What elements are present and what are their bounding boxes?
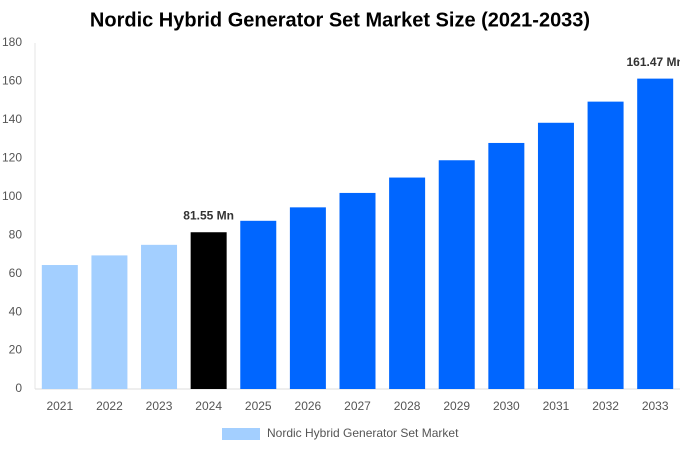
bar xyxy=(637,78,674,389)
x-tick-label: 2021 xyxy=(46,399,73,413)
bar xyxy=(41,265,78,389)
x-tick-label: 2028 xyxy=(394,399,421,413)
x-tick-label: 2024 xyxy=(195,399,222,413)
legend-label: Nordic Hybrid Generator Set Market xyxy=(267,426,459,440)
x-tick-label: 2025 xyxy=(245,399,272,413)
bar xyxy=(537,122,574,390)
y-tick-label: 60 xyxy=(9,266,23,280)
y-tick-label: 100 xyxy=(2,189,22,203)
bar xyxy=(339,192,376,389)
bar xyxy=(389,177,426,389)
chart-title: Nordic Hybrid Generator Set Market Size … xyxy=(90,9,590,31)
bar xyxy=(91,255,128,389)
bar xyxy=(438,160,475,389)
bar xyxy=(289,207,326,389)
y-tick-label: 120 xyxy=(2,151,22,165)
x-tick-label: 2022 xyxy=(96,399,123,413)
legend-swatch xyxy=(222,428,260,440)
x-tick-label: 2031 xyxy=(543,399,570,413)
x-tick-label: 2026 xyxy=(295,399,322,413)
bar xyxy=(488,142,525,389)
x-tick-label: 2029 xyxy=(443,399,470,413)
y-tick-label: 40 xyxy=(9,304,23,318)
x-tick-label: 2030 xyxy=(493,399,520,413)
y-tick-label: 160 xyxy=(2,74,22,88)
bar xyxy=(190,232,227,389)
y-tick-label: 80 xyxy=(9,227,23,241)
y-tick-label: 140 xyxy=(2,112,22,126)
x-tick-label: 2023 xyxy=(146,399,173,413)
y-tick-label: 20 xyxy=(9,343,23,357)
value-label: 81.55 Mn xyxy=(183,208,234,222)
y-tick-label: 180 xyxy=(2,35,22,49)
bar xyxy=(141,244,178,389)
bar xyxy=(587,101,624,389)
bar xyxy=(240,220,277,389)
y-tick-label: 0 xyxy=(15,381,22,395)
x-tick-label: 2032 xyxy=(592,399,619,413)
x-tick-label: 2033 xyxy=(642,399,669,413)
value-label: 161.47 Mn xyxy=(627,55,680,69)
x-tick-label: 2027 xyxy=(344,399,371,413)
